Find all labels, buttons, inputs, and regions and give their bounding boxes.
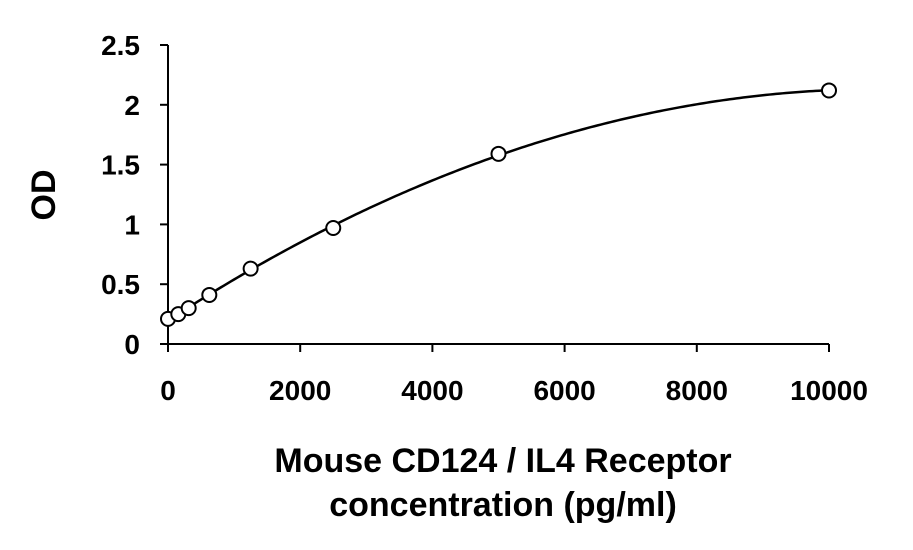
y-tick-label: 0.5 (101, 269, 140, 300)
x-tick-label: 10000 (790, 375, 868, 406)
x-axis-title-line-2: concentration (pg/ml) (329, 486, 677, 524)
y-tick-label: 1 (124, 209, 140, 240)
x-tick-label: 2000 (269, 375, 331, 406)
data-series (160, 82, 837, 327)
data-point (490, 145, 507, 162)
data-point (201, 286, 218, 303)
x-tick-label: 8000 (666, 375, 728, 406)
y-axis-title: OD (25, 170, 63, 221)
data-point (821, 82, 837, 99)
x-tick-label: 6000 (533, 375, 595, 406)
x-axis: 0 2000 4000 6000 8000 10000 (160, 343, 868, 406)
y-tick-label: 1.5 (101, 150, 140, 181)
data-point (242, 260, 259, 277)
x-tick-label: 4000 (401, 375, 463, 406)
y-axis: 0 0.5 1 1.5 2 2.5 (101, 30, 169, 360)
y-tick-label: 2 (124, 90, 140, 121)
data-point (180, 300, 197, 317)
x-tick-label: 0 (160, 375, 176, 406)
data-point (325, 219, 342, 236)
x-axis-title-line-1: Mouse CD124 / IL4 Receptor (274, 442, 731, 480)
fit-curve (167, 88, 830, 322)
y-tick-label: 2.5 (101, 30, 140, 61)
y-tick-label: 0 (124, 329, 140, 360)
